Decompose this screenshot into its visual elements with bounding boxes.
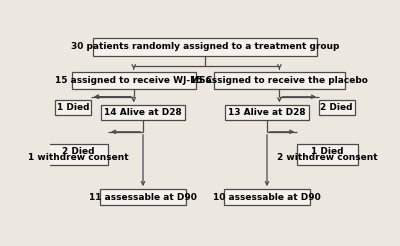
FancyBboxPatch shape [319, 100, 354, 115]
Text: 10 assessable at D90: 10 assessable at D90 [213, 193, 321, 202]
FancyBboxPatch shape [224, 189, 310, 205]
FancyBboxPatch shape [297, 144, 358, 165]
Text: 11 assessable at D90: 11 assessable at D90 [89, 193, 197, 202]
Text: 2 Died: 2 Died [320, 103, 353, 112]
Text: 1 Died: 1 Died [311, 147, 344, 156]
FancyBboxPatch shape [72, 72, 196, 89]
Text: 14 Alive at D28: 14 Alive at D28 [104, 108, 182, 117]
Text: 1 Died: 1 Died [57, 103, 90, 112]
FancyBboxPatch shape [94, 38, 317, 56]
FancyBboxPatch shape [225, 105, 309, 121]
Text: 1 withdrew consent: 1 withdrew consent [28, 153, 128, 162]
Text: 2 Died: 2 Died [62, 147, 94, 156]
FancyBboxPatch shape [101, 105, 185, 121]
FancyBboxPatch shape [56, 100, 91, 115]
Text: 15 assigned to receive the placebo: 15 assigned to receive the placebo [190, 76, 368, 85]
Text: 30 patients randomly assigned to a treatment group: 30 patients randomly assigned to a treat… [71, 42, 339, 51]
Text: 15 assigned to receive WJ-MSC: 15 assigned to receive WJ-MSC [55, 76, 212, 85]
FancyBboxPatch shape [48, 144, 108, 165]
FancyBboxPatch shape [214, 72, 344, 89]
FancyBboxPatch shape [100, 189, 186, 205]
Text: 2 withdrew consent: 2 withdrew consent [277, 153, 378, 162]
Text: 13 Alive at D28: 13 Alive at D28 [228, 108, 306, 117]
